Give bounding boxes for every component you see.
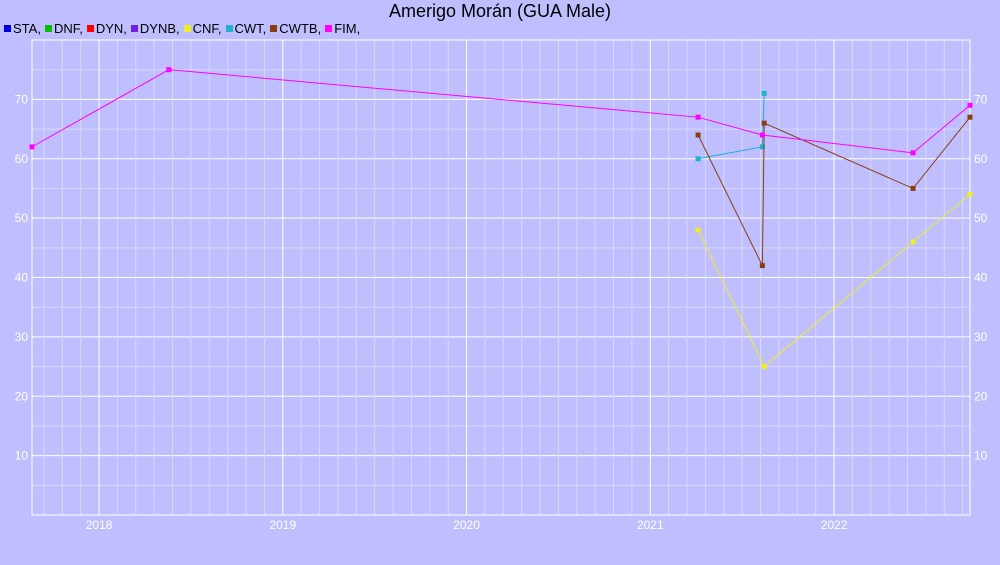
x-tick-label: 2018 <box>86 518 113 532</box>
legend-swatch <box>183 25 191 32</box>
legend-item-dyn: DYN, <box>86 21 127 36</box>
y-tick-label-left: 60 <box>15 152 29 166</box>
plot-border <box>31 39 971 516</box>
data-point-fim <box>166 67 172 73</box>
legend-item-dnf: DNF, <box>44 21 83 36</box>
legend-swatch <box>44 25 52 32</box>
x-tick-label: 2020 <box>453 518 480 532</box>
data-point-fim <box>967 102 973 108</box>
data-point-cnf <box>910 239 916 245</box>
data-point-fim <box>29 144 35 150</box>
data-point-cwtb <box>967 114 973 120</box>
y-tick-label-left: 10 <box>15 449 29 463</box>
legend-swatch <box>270 25 278 32</box>
data-point-cnf <box>967 191 973 197</box>
y-tick-label-right: 30 <box>974 330 988 344</box>
legend-label: DYNB, <box>139 21 180 36</box>
x-tick-label: 2019 <box>269 518 296 532</box>
data-point-cwtb <box>695 132 701 138</box>
legend-swatch <box>325 25 333 32</box>
legend-item-cnf: CNF, <box>183 21 222 36</box>
y-tick-label-left: 70 <box>15 92 29 106</box>
legend-item-dynb: DYNB, <box>130 21 180 36</box>
data-point-cnf <box>695 227 701 233</box>
data-point-cnf <box>761 364 767 370</box>
y-tick-label-left: 50 <box>15 211 29 225</box>
legend-label: DYN, <box>95 21 127 36</box>
legend-label: FIM, <box>334 21 361 36</box>
y-tick-label-right: 60 <box>974 152 988 166</box>
data-point-fim <box>759 132 765 138</box>
legend-swatch <box>130 25 138 32</box>
data-point-cwtb <box>910 185 916 191</box>
legend-label: CWTB, <box>279 21 322 36</box>
data-point-cwt <box>761 90 767 96</box>
chart-grid <box>31 39 971 516</box>
series-line-cnf <box>697 193 971 368</box>
data-point-cwt <box>759 144 765 150</box>
series-cnf <box>695 191 973 370</box>
x-axis-ticks: 2018 2019 2020 2021 2022 <box>86 518 848 532</box>
y-tick-label-left: 30 <box>15 330 29 344</box>
series-cwt <box>695 90 767 162</box>
legend-item-sta: STA, <box>4 21 41 36</box>
data-point-cwtb <box>761 120 767 126</box>
legend-item-fim: FIM, <box>325 21 360 36</box>
data-point-cwtb <box>759 263 765 269</box>
chart-legend: STA, DNF, DYN, DYNB, CNF, CWT, CWTB, FIM, <box>4 21 364 36</box>
legend-swatch <box>4 25 11 32</box>
y-tick-label-right: 70 <box>974 92 988 106</box>
legend-label: STA, <box>13 21 41 36</box>
chart-title: Amerigo Morán (GUA Male) <box>388 1 612 21</box>
legend-label: DNF, <box>53 21 83 36</box>
y-tick-label-right: 50 <box>974 211 988 225</box>
legend-item-cwt: CWT, <box>225 21 267 36</box>
series-fim <box>29 67 973 156</box>
legend-swatch <box>86 25 94 32</box>
y-tick-label-left: 20 <box>15 389 29 403</box>
series-layer <box>29 67 973 370</box>
legend-label: CWT, <box>234 21 267 36</box>
y-tick-label-right: 20 <box>974 389 988 403</box>
legend-swatch <box>225 25 233 32</box>
y-axis-ticks: 10 10 20 20 30 30 40 40 50 50 60 60 70 70 <box>15 92 988 462</box>
y-tick-label-right: 40 <box>974 271 988 285</box>
legend-item-cwtb: CWTB, <box>270 21 321 36</box>
y-tick-label-left: 40 <box>15 271 29 285</box>
data-point-fim <box>910 150 916 156</box>
data-point-cwt <box>695 156 701 162</box>
y-tick-label-right: 10 <box>974 449 988 463</box>
series-cwtb <box>695 114 973 269</box>
series-line-fim <box>31 69 971 154</box>
x-tick-label: 2022 <box>821 518 848 532</box>
legend-label: CNF, <box>192 21 222 36</box>
x-tick-label: 2021 <box>637 518 664 532</box>
data-point-fim <box>695 114 701 120</box>
